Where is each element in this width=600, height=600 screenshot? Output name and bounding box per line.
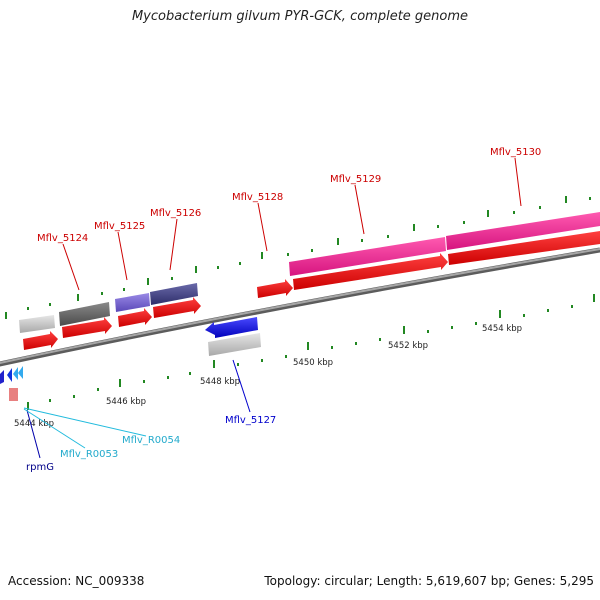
cog-box-5127[interactable] (208, 333, 261, 356)
gene-arrow-5124b[interactable] (62, 317, 112, 338)
scale-label-5446: 5446 kbp (106, 397, 146, 407)
gene-arrow-5126[interactable] (153, 297, 201, 318)
pink-feature-track (289, 212, 600, 276)
gene-label-mflv-5125[interactable]: Mflv_5125 (94, 221, 145, 232)
map-title: Mycobacterium gilvum PYR-GCK, complete g… (131, 9, 469, 24)
gene-label-mflv-5124[interactable]: Mflv_5124 (37, 233, 88, 244)
cog-box-5126[interactable] (150, 283, 198, 305)
gene-arrow-5127[interactable] (205, 317, 258, 338)
genome-backbone-highlight (0, 248, 600, 364)
cog-box-5125[interactable] (115, 293, 150, 312)
rna-arrow-1[interactable] (7, 368, 12, 382)
pink-feature-5129[interactable] (289, 237, 446, 276)
scale-label-5448: 5448 kbp (200, 377, 240, 387)
scale-label-5454: 5454 kbp (482, 324, 522, 334)
topology-label: Topology: circular; Length: 5,619,607 bp… (264, 574, 594, 588)
gene-label-mflv-r0054[interactable]: Mflv_R0054 (122, 435, 180, 446)
cog-box-5124a[interactable] (19, 315, 55, 333)
gene-label-mflv-5128[interactable]: Mflv_5128 (232, 192, 283, 203)
gene-arrow-rpmg[interactable] (0, 370, 4, 384)
scale-label-5452: 5452 kbp (388, 341, 428, 351)
rna-box-pink[interactable] (9, 388, 18, 401)
gene-label-mflv-5127[interactable]: Mflv_5127 (225, 415, 276, 426)
callout-lines (23, 157, 522, 459)
rna-arrow-3[interactable] (18, 366, 23, 379)
lower-tick-ring (27, 294, 595, 410)
gene-arrow-5128[interactable] (257, 279, 293, 298)
gene-label-mflv-5129[interactable]: Mflv_5129 (330, 174, 381, 185)
scale-label-5444: 5444 kbp (14, 419, 54, 429)
gene-arrow-5130[interactable] (448, 231, 600, 265)
gene-label-mflv-5130[interactable]: Mflv_5130 (490, 147, 541, 158)
upper-tick-ring (5, 196, 591, 319)
gene-label-rpmg[interactable]: rpmG (26, 462, 54, 473)
gene-label-mflv-5126[interactable]: Mflv_5126 (150, 208, 201, 219)
cog-track (19, 283, 198, 333)
forward-gene-track (23, 231, 600, 350)
rna-arrow-2[interactable] (13, 367, 18, 380)
accession-label: Accession: NC_009338 (8, 574, 145, 588)
gene-arrow-5125[interactable] (118, 308, 152, 327)
gene-arrow-5124a[interactable] (23, 331, 58, 350)
reverse-gene-track (0, 317, 261, 401)
cog-box-5124b[interactable] (59, 302, 110, 326)
gene-label-mflv-r0053[interactable]: Mflv_R0053 (60, 449, 118, 460)
gene-arrow-5129[interactable] (293, 253, 448, 290)
pink-feature-5130[interactable] (446, 212, 600, 250)
scale-label-5450: 5450 kbp (293, 358, 333, 368)
